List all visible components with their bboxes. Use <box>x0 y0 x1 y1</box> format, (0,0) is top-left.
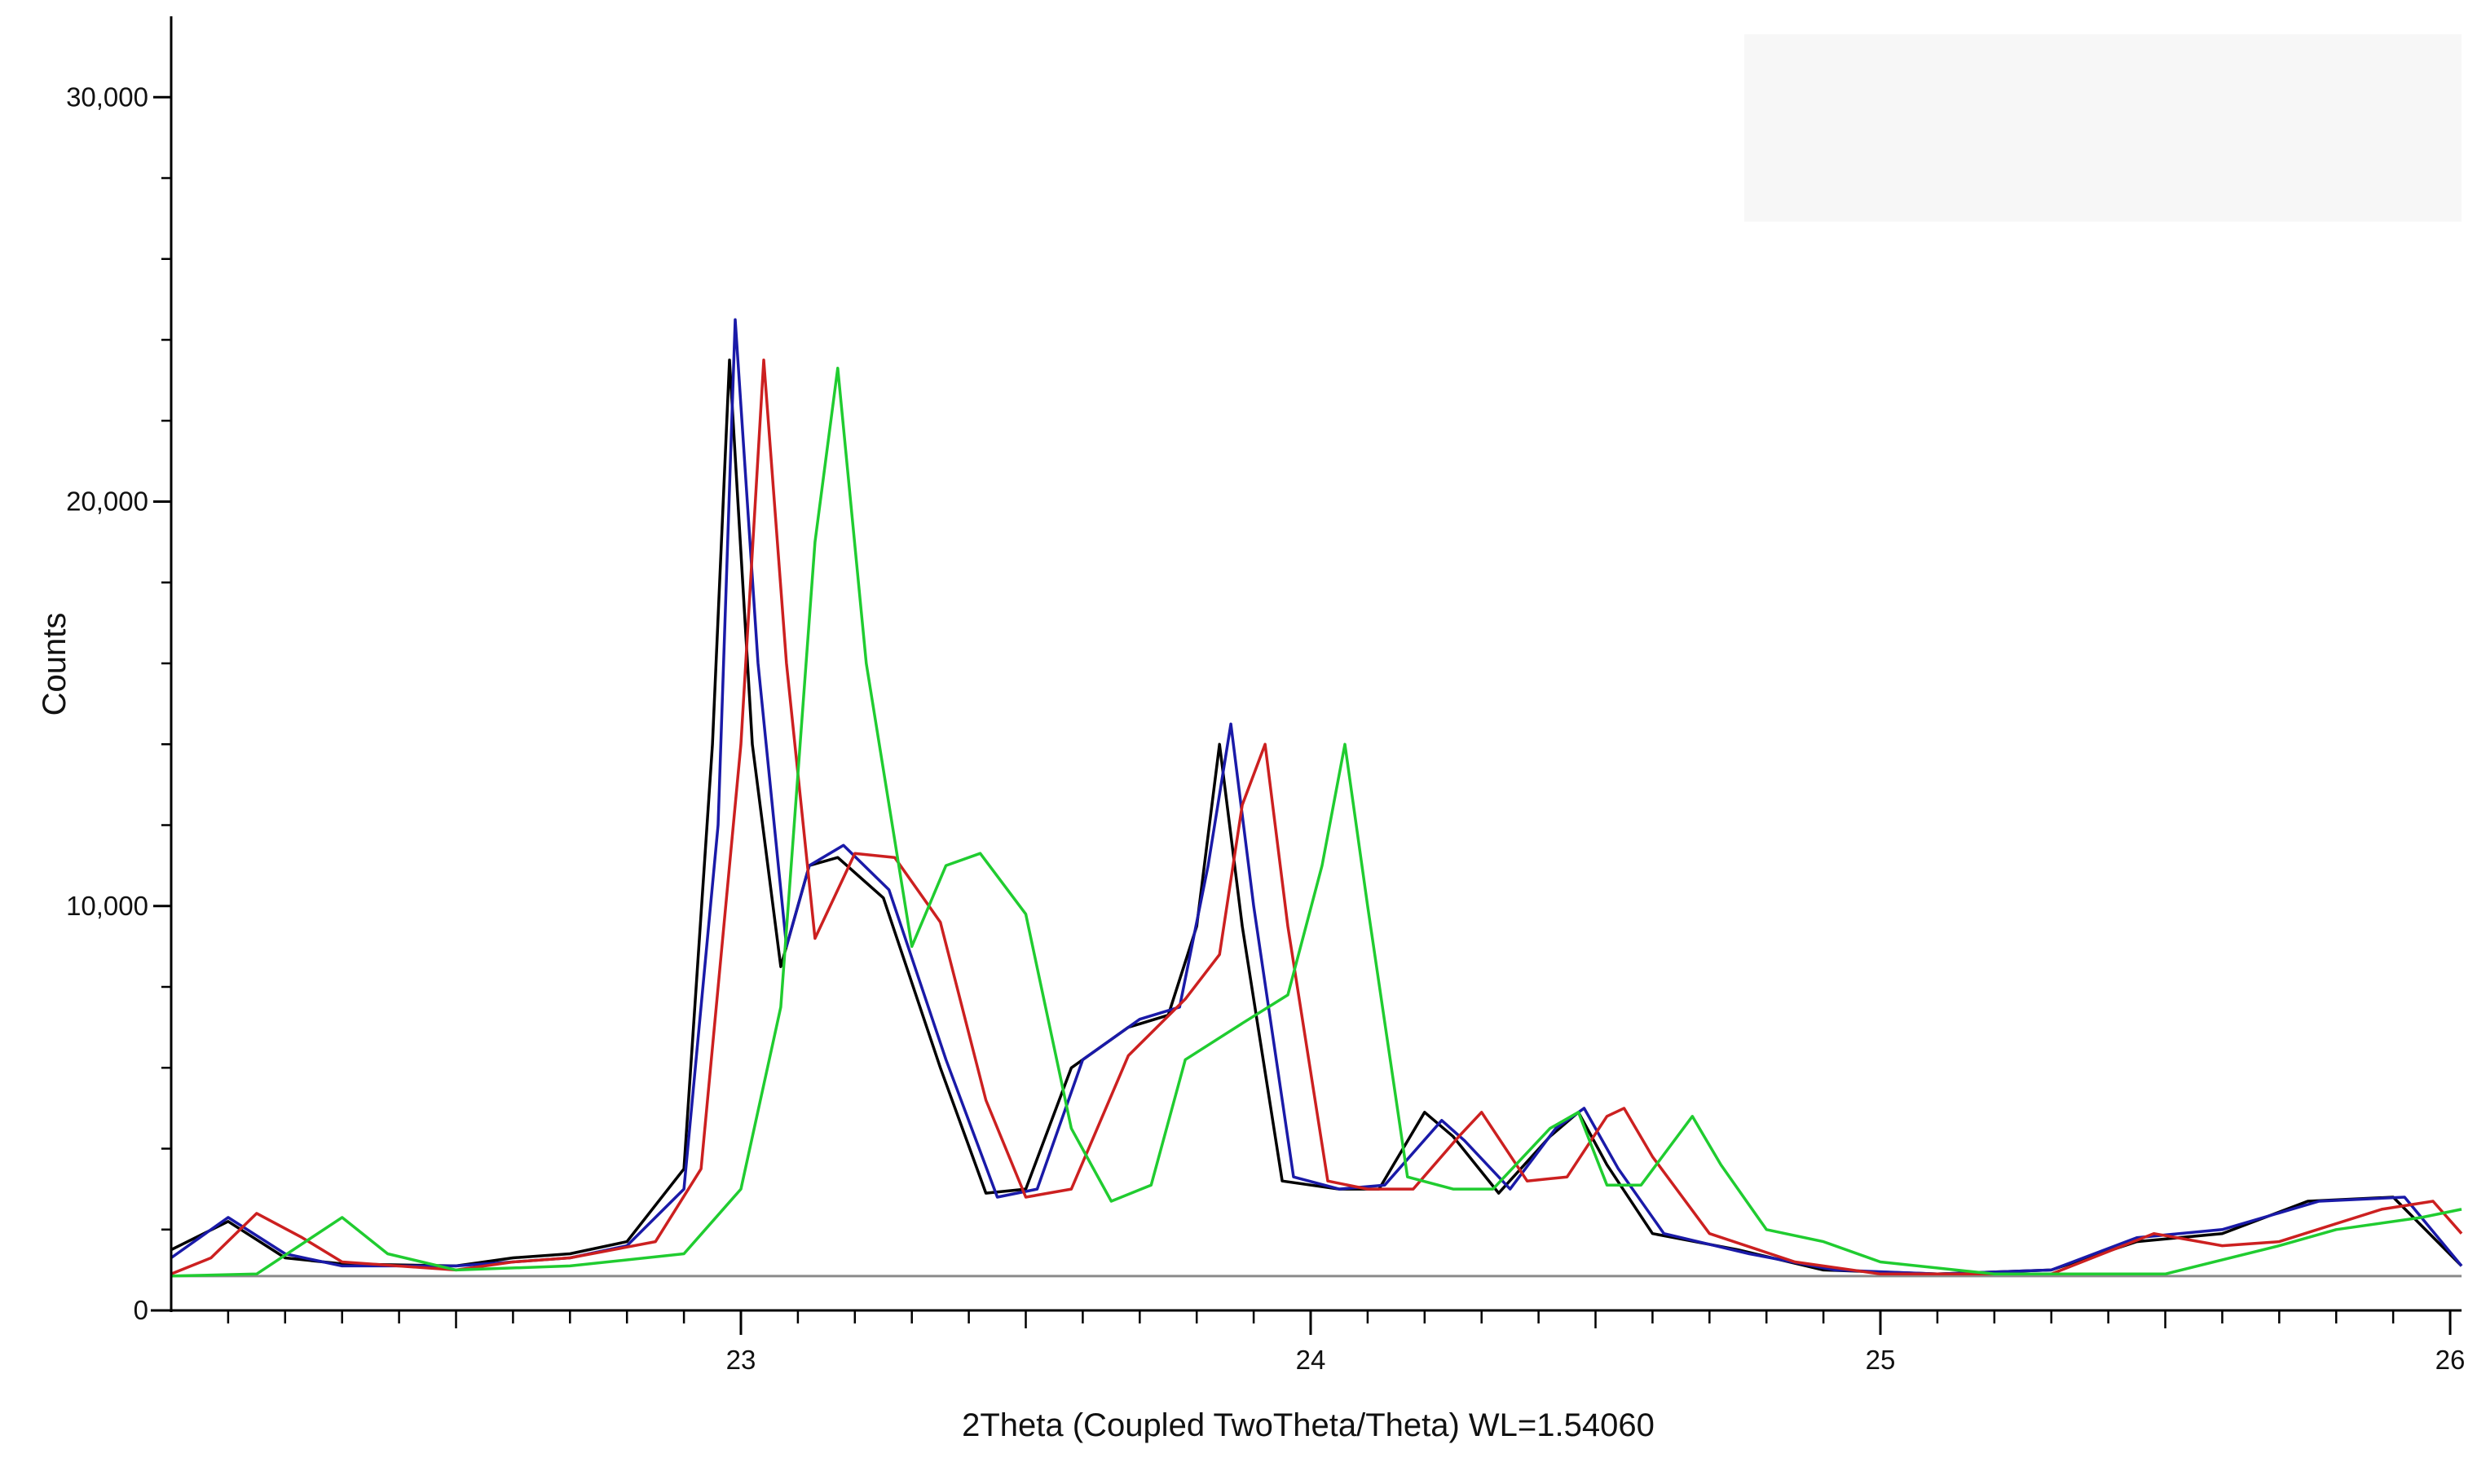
y-tick-label: 30,000 <box>66 81 148 112</box>
x-tick-label: 25 <box>1866 1345 1896 1375</box>
series-line-4 <box>170 366 2462 1278</box>
ticks-layer: 23 24 25 26 0 10,000 20,000 30,000 <box>66 81 2465 1375</box>
series-line-3 <box>170 359 2463 1276</box>
x-tick-label: 23 <box>726 1345 756 1375</box>
x-axis-title: 2Theta (Coupled TwoTheta/Theta) WL=1.540… <box>962 1407 1655 1443</box>
y-tick-label: 0 <box>134 1295 148 1325</box>
legend-box <box>1744 34 2462 222</box>
y-axis-title: Counts <box>37 613 73 716</box>
y-tick-label: 10,000 <box>66 891 148 921</box>
x-tick-label: 24 <box>1296 1345 1326 1375</box>
series-line-1 <box>170 359 2463 1276</box>
x-tick-label: 26 <box>2435 1345 2466 1375</box>
series-line-2 <box>170 318 2463 1276</box>
y-tick-label: 20,000 <box>66 487 148 517</box>
series-layer <box>170 318 2463 1278</box>
